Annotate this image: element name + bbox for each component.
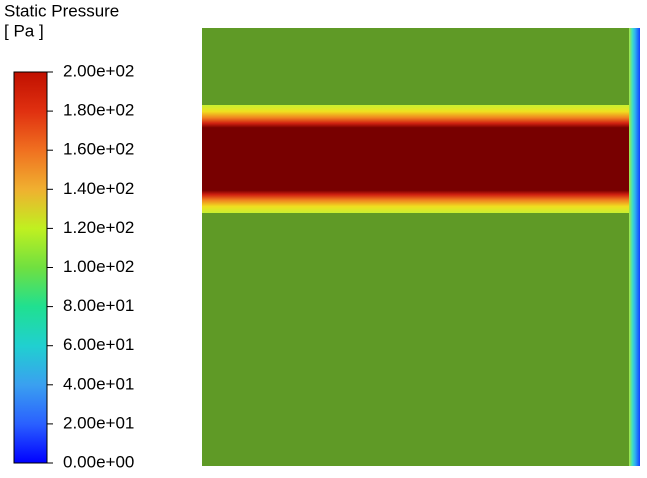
colorbar-tick-label: 4.00e+01 bbox=[63, 374, 134, 393]
legend-unit: [ Pa ] bbox=[4, 21, 44, 40]
colorbar-tick-label: 1.40e+02 bbox=[63, 179, 134, 198]
legend-title: Static Pressure bbox=[4, 1, 119, 20]
contour-field bbox=[202, 28, 640, 466]
colorbar-tick-label: 1.60e+02 bbox=[63, 140, 134, 159]
colorbar-tick-label: 1.00e+02 bbox=[63, 257, 134, 276]
colorbar-tick-label: 1.80e+02 bbox=[63, 101, 134, 120]
colorbar-tick-label: 2.00e+02 bbox=[63, 61, 134, 80]
colorbar-tick-label: 2.00e+01 bbox=[63, 413, 134, 432]
colorbar-tick-label: 6.00e+01 bbox=[63, 335, 134, 354]
colorbar-tick-label: 8.00e+01 bbox=[63, 296, 134, 315]
colorbar-tick-label: 0.00e+00 bbox=[63, 452, 134, 471]
colorbar-tick-label: 1.20e+02 bbox=[63, 218, 134, 237]
colorbar bbox=[13, 71, 48, 464]
